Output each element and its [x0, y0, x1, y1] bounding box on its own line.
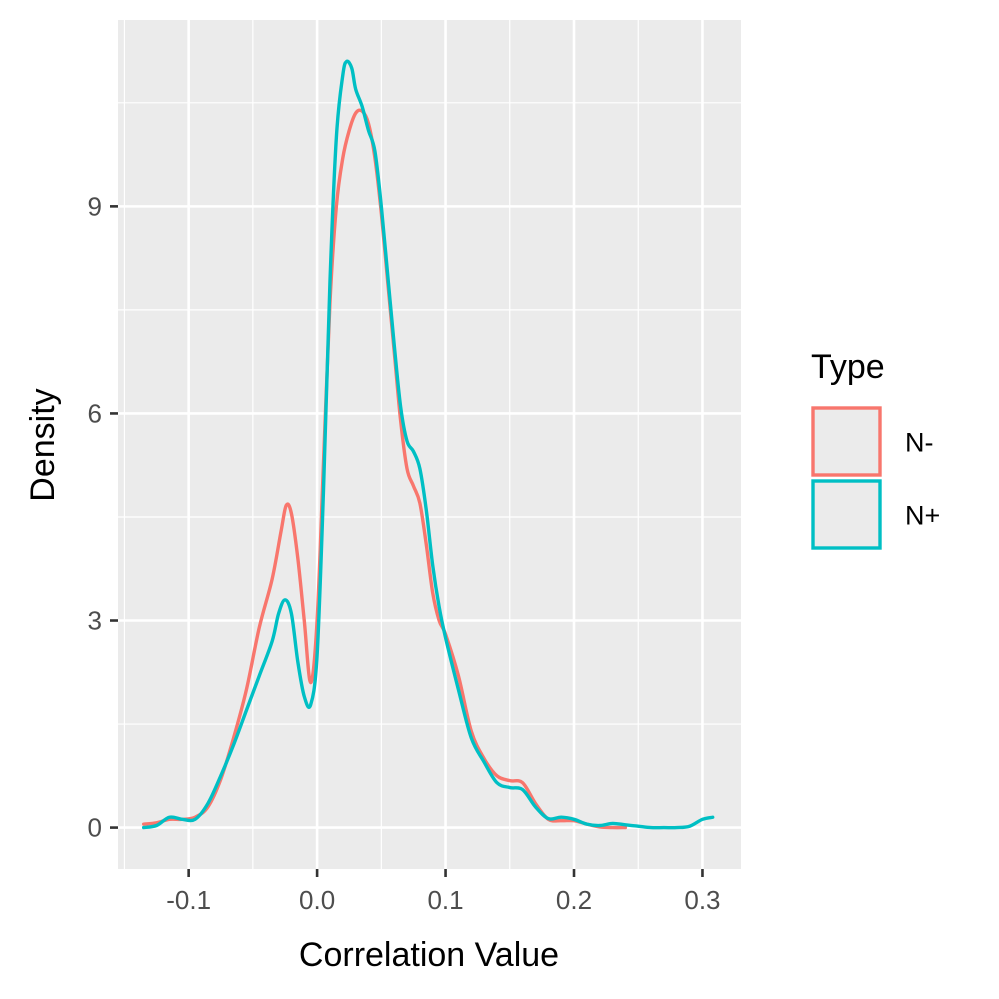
plot-panel [118, 20, 741, 869]
density-line-n-plus [141, 59, 715, 830]
y-tick-label: 6 [88, 398, 102, 428]
x-tick-label: 0.0 [299, 885, 335, 915]
x-axis-title: Correlation Value [299, 936, 559, 974]
legend: Type N- N+ [811, 348, 940, 550]
legend-items: N- N+ [811, 406, 940, 550]
legend-label-n-plus: N+ [905, 501, 940, 531]
legend-label-n-minus: N- [905, 428, 934, 458]
minor-gridlines [118, 20, 741, 869]
density-line-n-minus [141, 108, 628, 830]
legend-key-n-plus [811, 479, 882, 550]
x-axis: -0.1 0.0 0.1 0.2 0.3 [166, 869, 721, 915]
x-tick-label: -0.1 [166, 885, 211, 915]
x-tick-label: 0.1 [427, 885, 463, 915]
legend-title: Type [811, 348, 885, 386]
major-gridlines [118, 20, 741, 869]
x-tick-label: 0.2 [556, 885, 592, 915]
x-tick-label: 0.3 [684, 885, 720, 915]
y-axis-title: Density [24, 388, 62, 501]
y-tick-label: 9 [88, 191, 102, 221]
density-lines [141, 59, 715, 830]
y-axis: 0 3 6 9 [88, 191, 118, 843]
y-tick-label: 0 [88, 813, 102, 843]
legend-key-n-minus [811, 406, 882, 477]
y-tick-label: 3 [88, 606, 102, 636]
